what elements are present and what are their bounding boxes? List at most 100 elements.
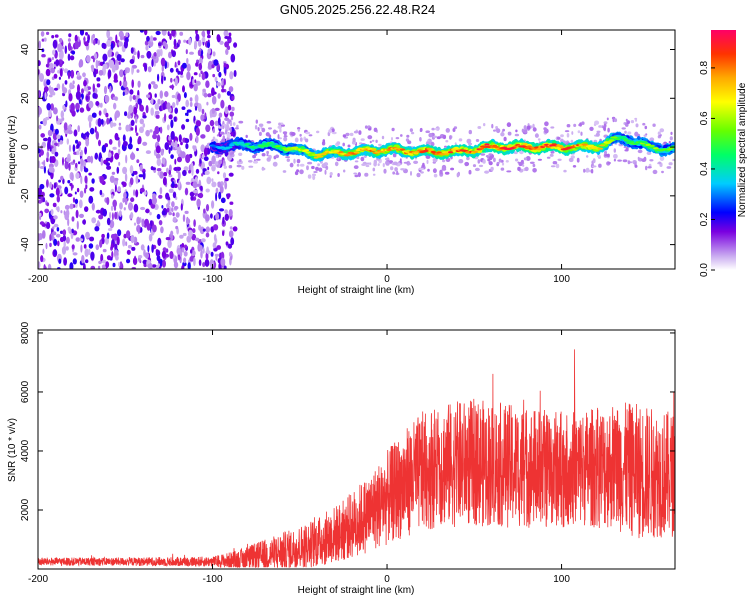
spectrogram-noise-cell — [150, 97, 154, 105]
spectrogram-noise-cell — [198, 62, 203, 71]
spectrogram-noise-cell — [181, 247, 185, 253]
spectrogram-halo-cell — [433, 135, 438, 138]
spectrogram-noise-cell — [118, 122, 121, 126]
spectrogram-halo-cell — [522, 164, 525, 167]
spectrogram-noise-cell — [67, 180, 71, 184]
spectrogram-noise-cell — [102, 63, 108, 70]
spectrogram-noise-cell — [226, 193, 230, 200]
spectrogram-noise-cell — [123, 40, 128, 49]
spectrogram-halo-cell — [452, 128, 456, 132]
spectrogram-halo-cell — [468, 129, 472, 135]
spectrogram-noise-cell — [46, 179, 49, 188]
spectrogram-halo-cell — [331, 128, 335, 133]
spectrogram-halo-cell — [595, 132, 600, 137]
spectrogram-halo-cell — [268, 127, 272, 130]
spectrogram-noise-cell — [180, 74, 184, 78]
spectrogram-noise-cell — [89, 187, 95, 192]
spectrogram-noise-cell — [56, 206, 60, 213]
spectrogram-noise-cell — [102, 53, 108, 62]
spectrogram-noise-cell — [146, 223, 151, 231]
spectrogram-halo-cell — [391, 137, 393, 141]
spectrogram-noise-cell — [113, 73, 118, 82]
spectrogram-halo-cell — [381, 135, 385, 140]
spectrogram-noise-cell — [43, 159, 46, 168]
spectrogram-noise-cell — [217, 117, 221, 125]
spectrogram-ridge-cell — [407, 153, 413, 156]
spectrogram-noise-cell — [201, 37, 206, 43]
spectrogram-halo-cell — [498, 158, 502, 163]
spectrogram-halo-cell — [507, 131, 512, 136]
spectrogram-halo-cell — [472, 164, 477, 168]
spectrogram-noise-cell — [168, 169, 172, 176]
spectrogram-halo-cell — [347, 144, 351, 148]
spectrogram-halo-cell — [212, 128, 215, 133]
spectrogram-noise-cell — [183, 39, 187, 43]
spectrogram-noise-cell — [155, 153, 161, 159]
spectrogram-noise-cell — [185, 154, 191, 164]
spectrogram-noise-cell — [145, 45, 149, 51]
spectrogram-noise-cell — [65, 209, 70, 217]
spectrogram-noise-cell — [173, 167, 179, 171]
spectrogram-halo-cell — [279, 128, 282, 133]
colorbar-gradient — [711, 30, 736, 270]
spectrogram-noise-cell — [130, 127, 134, 131]
spectrogram-noise-cell — [167, 239, 172, 249]
spectrogram-y-tick-label: 0 — [20, 144, 31, 150]
spectrogram-noise-cell — [196, 198, 201, 208]
spectrogram-noise-cell — [202, 247, 205, 254]
spectrogram-noise-cell — [174, 107, 178, 114]
spectrogram-noise-cell — [114, 132, 119, 141]
spectrogram-noise-cell — [124, 69, 127, 75]
spectrogram-noise-cell — [59, 59, 63, 65]
spectrogram-noise-cell — [49, 62, 54, 68]
spectrogram-noise-cell — [168, 114, 173, 120]
spectrogram-noise-cell — [62, 156, 64, 166]
spectrogram-halo-cell — [345, 132, 350, 137]
spectrogram-ridge-cell — [422, 149, 429, 153]
spectrogram-noise-cell — [214, 253, 220, 257]
spectrogram-noise-cell — [208, 160, 213, 167]
spectrogram-noise-cell — [38, 147, 41, 154]
spectrogram-noise-cell — [139, 126, 144, 134]
spectrogram-halo-cell — [437, 127, 440, 130]
spectrogram-noise-cell — [96, 77, 101, 82]
colorbar-ticks: 0.0 0.2 0.4 0.6 0.8 — [699, 61, 715, 277]
spectrogram-halo-cell — [392, 161, 398, 166]
spectrogram-halo-cell — [257, 127, 260, 132]
spectrogram-ridge-cell — [399, 148, 406, 151]
spectrogram-halo-cell — [649, 137, 655, 142]
spectrogram-noise-cell — [142, 141, 148, 146]
spectrogram-noise-cell — [195, 33, 200, 42]
spectrogram-noise-cell — [229, 226, 233, 230]
spectrogram-halo-cell — [445, 127, 450, 133]
spectrogram-halo-cell — [573, 123, 577, 127]
spectrogram-noise-cell — [103, 174, 107, 180]
spectrogram-noise-cell — [167, 199, 171, 206]
spectrogram-halo-cell — [617, 159, 622, 162]
spectrogram-noise-cell — [90, 251, 95, 261]
spectrogram-noise-cell — [206, 41, 211, 49]
spectrogram-halo-cell — [234, 127, 239, 130]
spectrogram-halo-cell — [261, 167, 266, 171]
spectrogram-ridge-cell — [268, 142, 276, 145]
spectrogram-halo-cell — [458, 138, 463, 142]
spectrogram-noise-cell — [73, 129, 78, 137]
spectrogram-noise-cell — [42, 118, 47, 126]
spectrogram-noise-cell — [38, 60, 41, 67]
spectrogram-noise-cell — [139, 164, 143, 172]
spectrogram-noise-cell — [137, 136, 142, 145]
spectrogram-noise-cell — [113, 102, 117, 110]
spectrogram-halo-cell — [223, 165, 227, 169]
spectrogram-noise-cell — [151, 167, 156, 171]
spectrogram-halo-cell — [392, 171, 396, 175]
spectrogram-noise-cell — [188, 229, 193, 238]
spectrogram-noise-cell — [114, 243, 118, 251]
spectrogram-halo-cell — [313, 171, 318, 173]
spectrogram-noise-cell — [114, 211, 118, 220]
spectrogram-noise-cell — [39, 166, 45, 169]
spectrogram-noise-cell — [56, 83, 61, 90]
spectrogram-noise-cell — [76, 150, 80, 156]
spectrogram-halo-cell — [643, 134, 647, 137]
spectrogram-noise-cell — [50, 156, 56, 164]
spectrogram-halo-cell — [444, 171, 450, 175]
